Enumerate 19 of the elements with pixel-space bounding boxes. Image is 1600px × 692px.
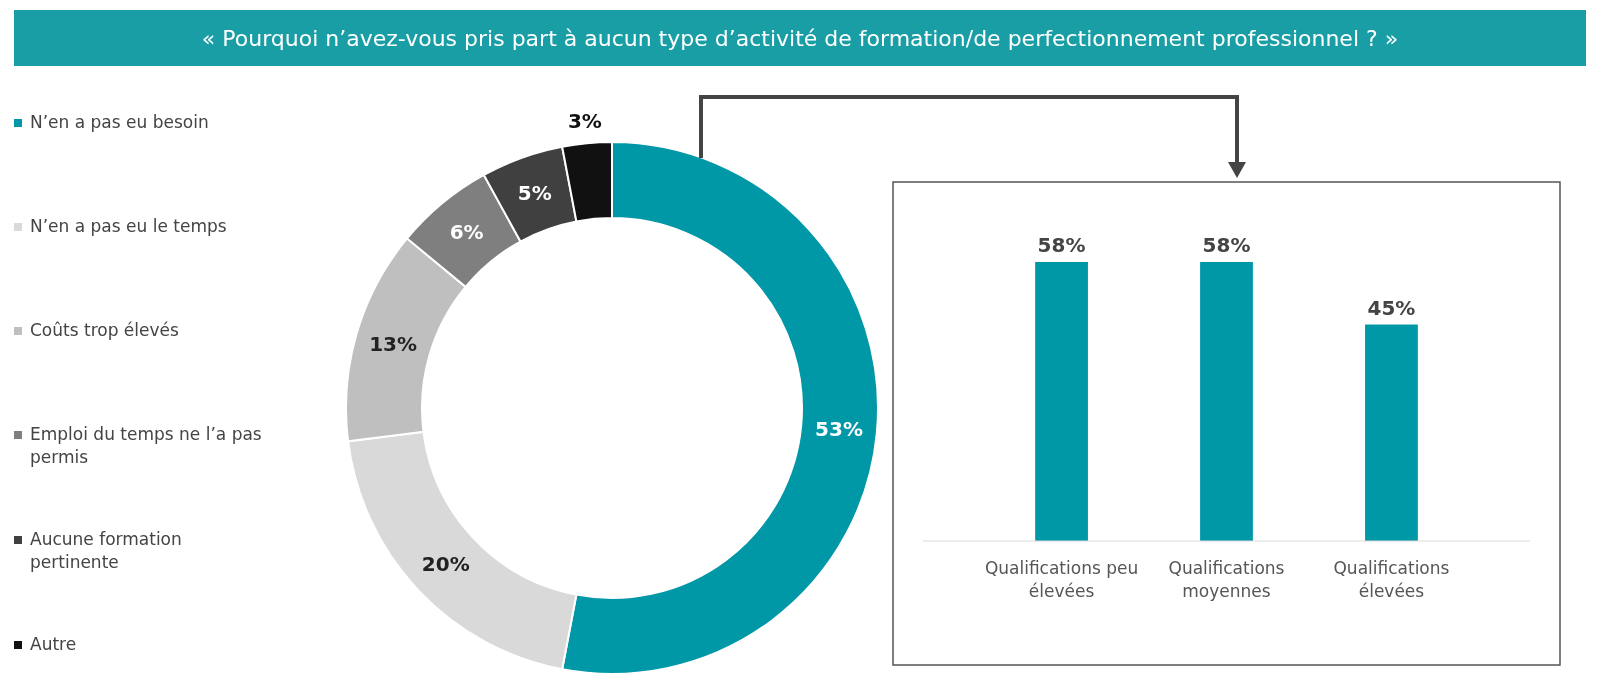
data-label: 3% xyxy=(567,109,602,134)
data-label: 58% xyxy=(1202,233,1251,257)
x-tick-label: Qualifications moyennes xyxy=(1168,558,1285,601)
legend-label: Autre xyxy=(30,634,77,654)
legend-label: N’en a pas eu besoin xyxy=(30,112,209,132)
data-label: 5% xyxy=(517,181,552,206)
x-tick-label: Qualifications peu élevées xyxy=(984,558,1139,601)
legend-label: Emploi du temps ne l’a pas permis xyxy=(30,424,262,467)
legend-label: Aucune formation pertinente xyxy=(30,529,182,572)
x-tick-label: Qualifications élevées xyxy=(1333,558,1450,601)
data-label: 6% xyxy=(449,220,484,245)
data-label: 53% xyxy=(815,417,863,442)
legend-label: Coûts trop élevés xyxy=(30,320,180,340)
data-label: 58% xyxy=(1037,233,1086,257)
data-label: 20% xyxy=(421,552,470,577)
data-label: 45% xyxy=(1367,295,1416,320)
legend-label: N’en a pas eu le temps xyxy=(30,216,227,236)
data-label: 13% xyxy=(369,332,417,357)
chart-title: « Pourquoi n’avez-vous pris part à aucun type d’activité de formation/de perfectionnement professionnel ? » xyxy=(201,26,1399,51)
